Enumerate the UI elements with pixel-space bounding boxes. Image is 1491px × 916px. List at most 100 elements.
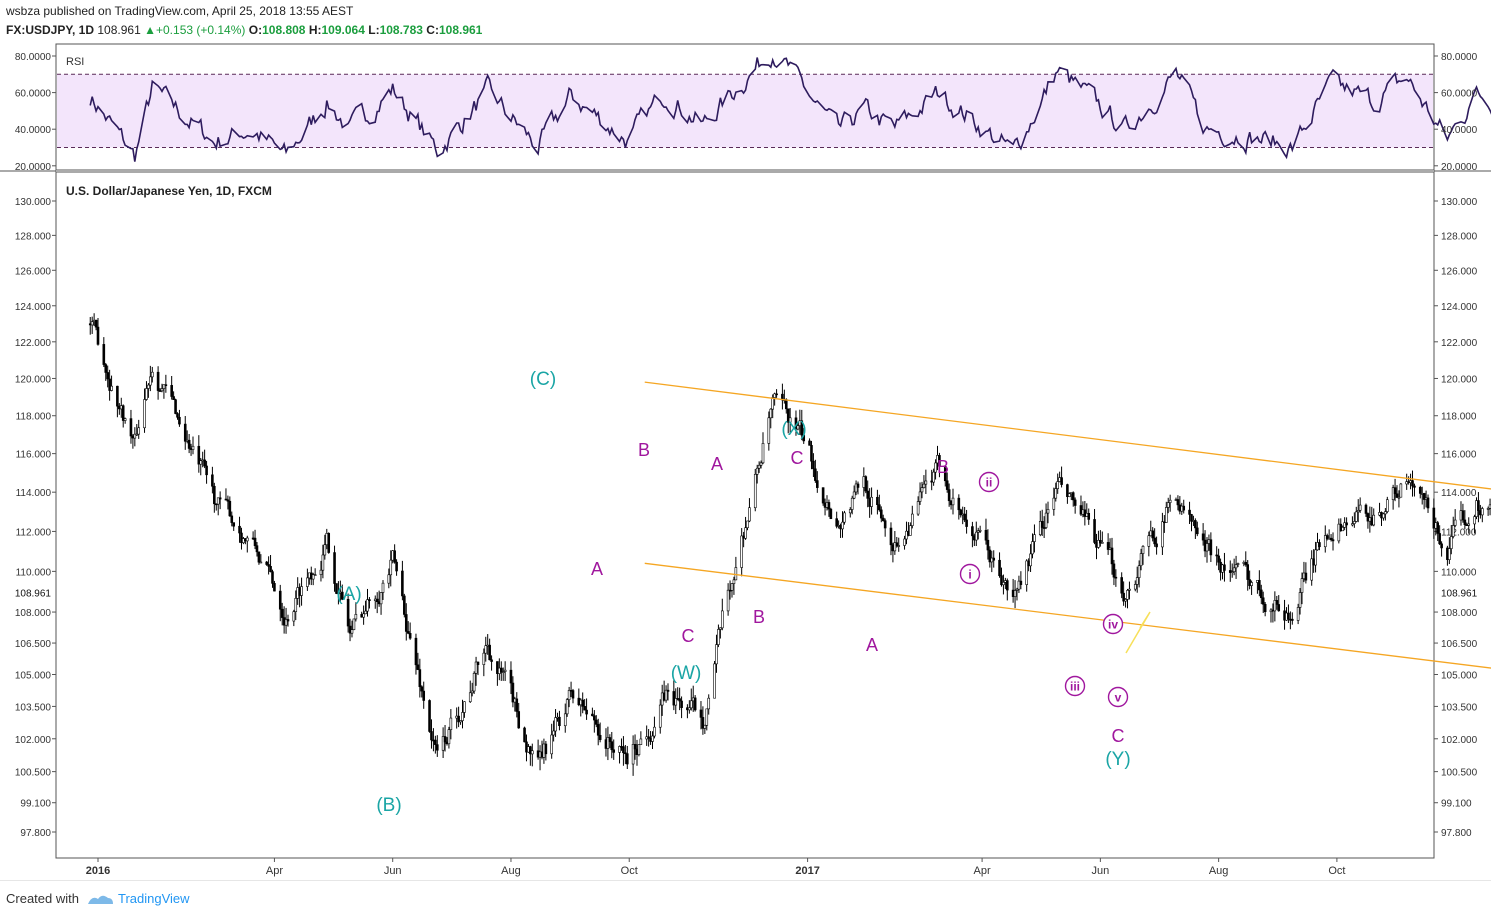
candle [1395,485,1399,498]
candle-body [637,744,641,755]
x-tick-label: Apr [266,865,283,877]
candle-body [1236,563,1240,565]
candle [664,685,668,703]
candle-body [567,689,571,700]
low-label: L: [368,23,380,37]
candle [335,583,338,595]
candle [147,383,150,398]
candle-body [1440,543,1443,549]
candle-body [162,384,166,389]
x-tick-label: Apr [974,865,991,877]
candle [160,383,164,393]
candle [199,457,203,476]
candle-body [187,439,191,449]
candle [178,409,181,427]
candle-body [226,499,230,502]
candle-body [340,591,344,600]
candle [214,503,218,511]
wave-label-teal: (X) [781,419,806,440]
candle-body [1168,499,1172,503]
candle [563,703,567,733]
candle [1033,524,1036,553]
candle [596,718,600,746]
price-left-tick-label: 102.000 [15,735,52,746]
candle-body [1166,502,1170,508]
chart-canvas[interactable]: 80.0000 80.0000 60.0000 60.0000 40.0000 40.00… [0,0,1491,880]
candle [311,572,315,586]
candle-body [1000,575,1003,586]
candle-body [701,717,705,729]
candle-body [612,749,616,753]
candle [674,688,678,715]
candle-body [284,619,288,626]
candle [441,727,445,758]
candle-body [368,599,371,601]
candle [767,411,771,451]
tradingview-logo-icon[interactable] [86,889,196,909]
candle-body [918,491,922,502]
candle [137,419,141,439]
candle-body [1382,513,1385,519]
candle [1168,494,1172,512]
candle [881,514,885,522]
candle-body [934,462,937,473]
candle [978,525,982,533]
rsi-left-tick-label: 80.0000 [15,52,52,63]
candle-body [876,496,879,506]
candle [1486,506,1490,516]
candle [1071,491,1075,507]
candle [1273,591,1277,622]
candle-body [323,544,327,556]
candle-body [403,595,406,615]
candle-body [172,396,175,400]
candle-body [1356,510,1360,513]
candle [116,385,119,418]
candle [1234,555,1238,579]
candle [286,614,290,627]
x-tick-label: 2017 [795,865,819,877]
candle [88,316,92,335]
candle [812,453,815,478]
candle-body [211,474,214,487]
candle-body [784,399,788,410]
candle-body [571,690,575,699]
candle [1122,581,1125,606]
candle [1351,516,1354,527]
candle-body [771,397,775,410]
candle [176,412,179,420]
tradingview-link[interactable]: TradingView [118,891,190,906]
candle-body [1141,545,1145,554]
candle [850,495,854,515]
candle-body [393,550,396,563]
candle [501,667,505,681]
candle-body [156,371,160,391]
candle-body [104,364,108,373]
candle [1042,516,1046,539]
wave-label-magenta: B [638,440,650,460]
candle [529,745,532,766]
candle-body [145,388,148,400]
candle-body [829,508,833,519]
candle-body [565,699,569,715]
candle-body [841,521,844,530]
candle [228,496,232,517]
candle [1448,537,1451,565]
candle-body [959,509,963,516]
last-price-left-label: 108.961 [15,588,52,599]
candle [523,726,526,743]
candle-body [474,661,478,674]
candle [1019,571,1023,590]
candle [1087,508,1091,525]
candle-body [986,539,990,551]
candle [476,661,480,676]
candle-body [1277,604,1281,612]
candle [1329,534,1333,542]
candle [1382,512,1385,521]
candle-body [598,734,602,740]
candle-body [183,423,187,442]
candle-body [1182,505,1186,511]
wave-label-teal: (W) [671,663,702,684]
candle [1068,492,1071,498]
price-right-tick-label: 99.100 [1441,799,1472,810]
candle-body [938,455,941,467]
